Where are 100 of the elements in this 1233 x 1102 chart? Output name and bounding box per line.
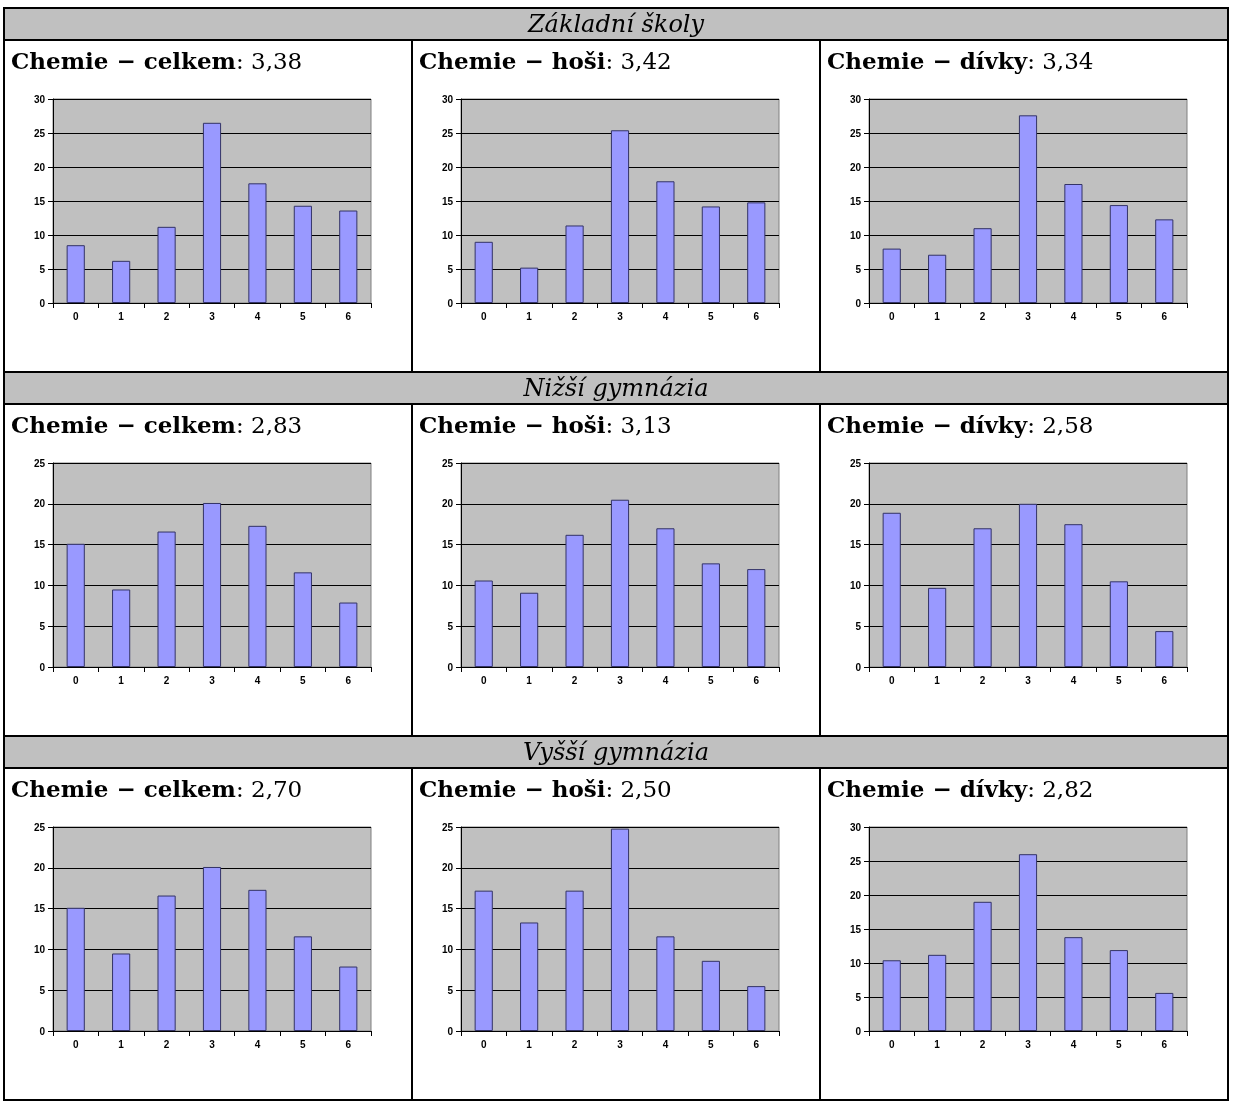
x-tick-label: 1 xyxy=(934,674,941,686)
y-tick-label: 20 xyxy=(441,862,454,874)
chart-title: Chemie − celkem: 2,83 xyxy=(10,410,304,440)
bar xyxy=(656,528,675,667)
y-tick-label: 10 xyxy=(441,229,454,241)
text: Základní školy xyxy=(4,8,1228,40)
y-tick-label: 15 xyxy=(441,903,454,915)
bar xyxy=(157,895,176,1031)
x-tick-label: 2 xyxy=(163,1038,170,1050)
x-tick-label: 1 xyxy=(118,1038,125,1050)
y-tick-label: 10 xyxy=(33,579,46,591)
x-tick-label: 5 xyxy=(708,310,715,322)
bar xyxy=(928,254,947,303)
y-tick-label: 25 xyxy=(33,127,46,139)
bar xyxy=(112,953,131,1031)
x-tick-label: 2 xyxy=(979,310,986,322)
x-tick-label: 0 xyxy=(72,310,79,322)
bar xyxy=(474,241,493,303)
y-tick-label: 25 xyxy=(441,457,454,469)
x-tick-label: 0 xyxy=(480,674,487,686)
y-tick-label: 10 xyxy=(441,943,454,955)
bar xyxy=(157,226,176,303)
x-tick-label: 5 xyxy=(300,674,307,686)
y-tick-label: 25 xyxy=(849,127,862,139)
y-tick-label: 25 xyxy=(33,457,46,469)
x-tick-label: 1 xyxy=(526,1038,533,1050)
bar xyxy=(293,936,312,1031)
bar xyxy=(882,248,901,303)
y-tick-label: 15 xyxy=(849,923,862,935)
y-tick-label: 10 xyxy=(33,943,46,955)
x-tick-label: 4 xyxy=(1070,310,1077,322)
x-tick-label: 3 xyxy=(209,310,216,322)
bar xyxy=(1155,631,1174,667)
x-tick-label: 5 xyxy=(300,310,307,322)
bar xyxy=(248,183,267,303)
x-tick-label: 6 xyxy=(753,674,760,686)
x-tick-label: 6 xyxy=(753,1038,760,1050)
y-tick-label: 5 xyxy=(447,263,454,275)
y-tick-label: 0 xyxy=(855,297,862,309)
x-tick-label: 0 xyxy=(888,1038,895,1050)
y-tick-label: 20 xyxy=(849,498,862,510)
y-tick-label: 20 xyxy=(33,498,46,510)
x-tick-label: 3 xyxy=(209,674,216,686)
x-tick-label: 5 xyxy=(708,1038,715,1050)
bar xyxy=(474,890,493,1031)
bar xyxy=(973,228,992,303)
y-tick-label: 20 xyxy=(849,161,862,173)
x-tick-label: 3 xyxy=(617,310,624,322)
bar xyxy=(202,502,222,667)
y-tick-label: 30 xyxy=(849,93,862,105)
y-tick-label: 15 xyxy=(33,903,46,915)
x-tick-label: 1 xyxy=(934,310,941,322)
chart-title: Chemie − dívky: 2,82 xyxy=(826,774,1095,804)
y-tick-label: 0 xyxy=(447,661,454,673)
x-tick-label: 4 xyxy=(254,310,261,322)
x-tick-label: 5 xyxy=(1116,674,1123,686)
bar xyxy=(610,499,630,667)
y-tick-label: 25 xyxy=(441,821,454,833)
x-tick-label: 0 xyxy=(480,1038,487,1050)
x-tick-label: 0 xyxy=(888,310,895,322)
x-tick-label: 5 xyxy=(708,674,715,686)
x-tick-label: 6 xyxy=(345,674,352,686)
bar xyxy=(701,206,720,303)
bar xyxy=(1064,937,1083,1031)
y-tick-label: 5 xyxy=(39,984,46,996)
y-tick-label: 0 xyxy=(39,297,46,309)
y-tick-label: 15 xyxy=(441,539,454,551)
y-tick-label: 5 xyxy=(447,620,454,632)
x-tick-label: 3 xyxy=(1025,1038,1032,1050)
bar xyxy=(701,960,720,1031)
bar xyxy=(202,866,222,1031)
bar xyxy=(66,543,85,667)
bar xyxy=(747,202,766,303)
bar xyxy=(610,828,630,1031)
y-tick-label: 5 xyxy=(39,620,46,632)
x-tick-label: 6 xyxy=(345,1038,352,1050)
bar xyxy=(339,602,358,667)
bar xyxy=(157,531,176,667)
x-tick-label: 5 xyxy=(300,1038,307,1050)
bar xyxy=(1018,854,1038,1031)
x-tick-label: 3 xyxy=(617,674,624,686)
x-tick-label: 0 xyxy=(72,674,79,686)
y-tick-label: 0 xyxy=(39,1025,46,1037)
chart-title: Chemie − celkem: 2,70 xyxy=(10,774,304,804)
bar xyxy=(928,954,947,1031)
x-tick-label: 6 xyxy=(1161,674,1168,686)
y-tick-label: 30 xyxy=(849,821,862,833)
bar xyxy=(520,267,539,303)
x-tick-label: 4 xyxy=(1070,1038,1077,1050)
y-tick-label: 25 xyxy=(849,855,862,867)
x-tick-label: 1 xyxy=(526,674,533,686)
bar xyxy=(520,922,539,1031)
x-tick-label: 2 xyxy=(979,674,986,686)
y-tick-label: 20 xyxy=(33,161,46,173)
bar xyxy=(565,890,584,1031)
chart-title: Chemie − celkem: 3,38 xyxy=(10,46,304,76)
y-tick-label: 0 xyxy=(39,661,46,673)
y-tick-label: 30 xyxy=(441,93,454,105)
x-tick-label: 6 xyxy=(345,310,352,322)
bar xyxy=(656,936,675,1031)
